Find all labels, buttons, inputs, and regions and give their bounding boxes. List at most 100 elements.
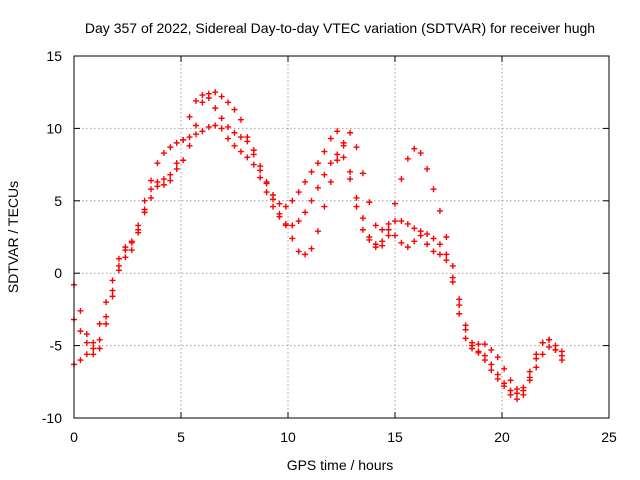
data-point bbox=[231, 129, 238, 136]
data-point bbox=[488, 361, 495, 368]
data-point bbox=[96, 320, 103, 327]
data-point bbox=[231, 106, 238, 113]
data-point bbox=[192, 97, 199, 104]
data-point bbox=[436, 241, 443, 248]
data-point bbox=[436, 251, 443, 258]
x-axis-label: GPS time / hours bbox=[287, 457, 394, 473]
data-point bbox=[353, 144, 360, 151]
data-point bbox=[109, 287, 116, 294]
data-point bbox=[141, 197, 148, 204]
data-point bbox=[372, 241, 379, 248]
data-point bbox=[347, 168, 354, 175]
data-point bbox=[90, 345, 97, 352]
y-tick-label: -5 bbox=[50, 338, 63, 354]
data-point bbox=[263, 189, 270, 196]
data-point bbox=[533, 364, 540, 371]
data-point bbox=[160, 150, 167, 157]
chart-title: Day 357 of 2022, Sidereal Day-to-day VTE… bbox=[85, 20, 595, 36]
data-point bbox=[77, 357, 84, 364]
data-point bbox=[469, 339, 476, 346]
data-point bbox=[302, 178, 309, 185]
data-point bbox=[237, 148, 244, 155]
data-point bbox=[334, 128, 341, 135]
data-point bbox=[225, 123, 232, 130]
data-point bbox=[526, 374, 533, 381]
data-point bbox=[347, 176, 354, 183]
data-point bbox=[507, 391, 514, 398]
y-tick-label: 10 bbox=[46, 120, 62, 136]
data-point bbox=[173, 160, 180, 167]
data-point bbox=[552, 346, 559, 353]
data-point bbox=[404, 220, 411, 227]
data-point bbox=[282, 203, 289, 210]
data-point bbox=[103, 299, 110, 306]
data-point bbox=[462, 326, 469, 333]
data-point bbox=[385, 220, 392, 227]
data-point bbox=[513, 396, 520, 403]
data-point bbox=[96, 336, 103, 343]
data-point bbox=[96, 345, 103, 352]
data-point bbox=[359, 170, 366, 177]
data-point bbox=[77, 307, 84, 314]
data-point bbox=[411, 238, 418, 245]
data-point bbox=[135, 222, 142, 229]
data-point bbox=[103, 313, 110, 320]
data-point bbox=[456, 302, 463, 309]
data-point bbox=[83, 331, 90, 338]
data-point bbox=[276, 210, 283, 217]
data-point bbox=[353, 194, 360, 201]
x-tick-label: 15 bbox=[387, 429, 403, 445]
data-point bbox=[347, 129, 354, 136]
data-point bbox=[186, 142, 193, 149]
data-point bbox=[308, 245, 315, 252]
data-point bbox=[218, 125, 225, 132]
data-point bbox=[314, 228, 321, 235]
data-point bbox=[212, 89, 219, 96]
data-point bbox=[302, 251, 309, 258]
data-point bbox=[90, 339, 97, 346]
data-point bbox=[83, 351, 90, 358]
data-point bbox=[218, 93, 225, 100]
data-point bbox=[231, 142, 238, 149]
data-point bbox=[122, 247, 129, 254]
data-point bbox=[160, 176, 167, 183]
data-point bbox=[244, 138, 251, 145]
data-point bbox=[392, 200, 398, 207]
data-point bbox=[237, 134, 244, 141]
data-point bbox=[257, 163, 264, 170]
data-point bbox=[558, 357, 565, 364]
data-point bbox=[141, 206, 148, 213]
data-point bbox=[289, 222, 296, 229]
data-point bbox=[494, 354, 501, 361]
data-point bbox=[250, 161, 257, 168]
data-point bbox=[321, 171, 328, 178]
x-tick-label: 25 bbox=[601, 429, 617, 445]
x-tick-label: 0 bbox=[70, 429, 78, 445]
data-point bbox=[417, 150, 424, 157]
data-point bbox=[430, 235, 437, 242]
data-point bbox=[154, 160, 161, 167]
y-tick-label: 0 bbox=[54, 265, 62, 281]
data-point bbox=[225, 99, 232, 106]
data-point bbox=[308, 168, 315, 175]
data-point bbox=[295, 248, 302, 255]
data-point bbox=[424, 165, 431, 172]
data-point bbox=[180, 136, 187, 143]
data-point bbox=[180, 157, 187, 164]
data-point bbox=[546, 336, 553, 343]
data-point bbox=[392, 232, 398, 239]
data-point bbox=[526, 368, 533, 375]
data-point bbox=[334, 157, 341, 164]
data-point bbox=[424, 231, 431, 238]
data-point bbox=[128, 239, 135, 246]
data-point bbox=[507, 377, 514, 384]
data-point bbox=[115, 267, 122, 274]
data-point bbox=[488, 346, 495, 353]
data-point bbox=[225, 135, 232, 142]
data-point bbox=[481, 341, 488, 348]
x-tick-label: 5 bbox=[177, 429, 185, 445]
data-point bbox=[449, 278, 456, 285]
data-point bbox=[456, 296, 463, 303]
data-point bbox=[488, 367, 495, 374]
data-point bbox=[443, 257, 450, 264]
